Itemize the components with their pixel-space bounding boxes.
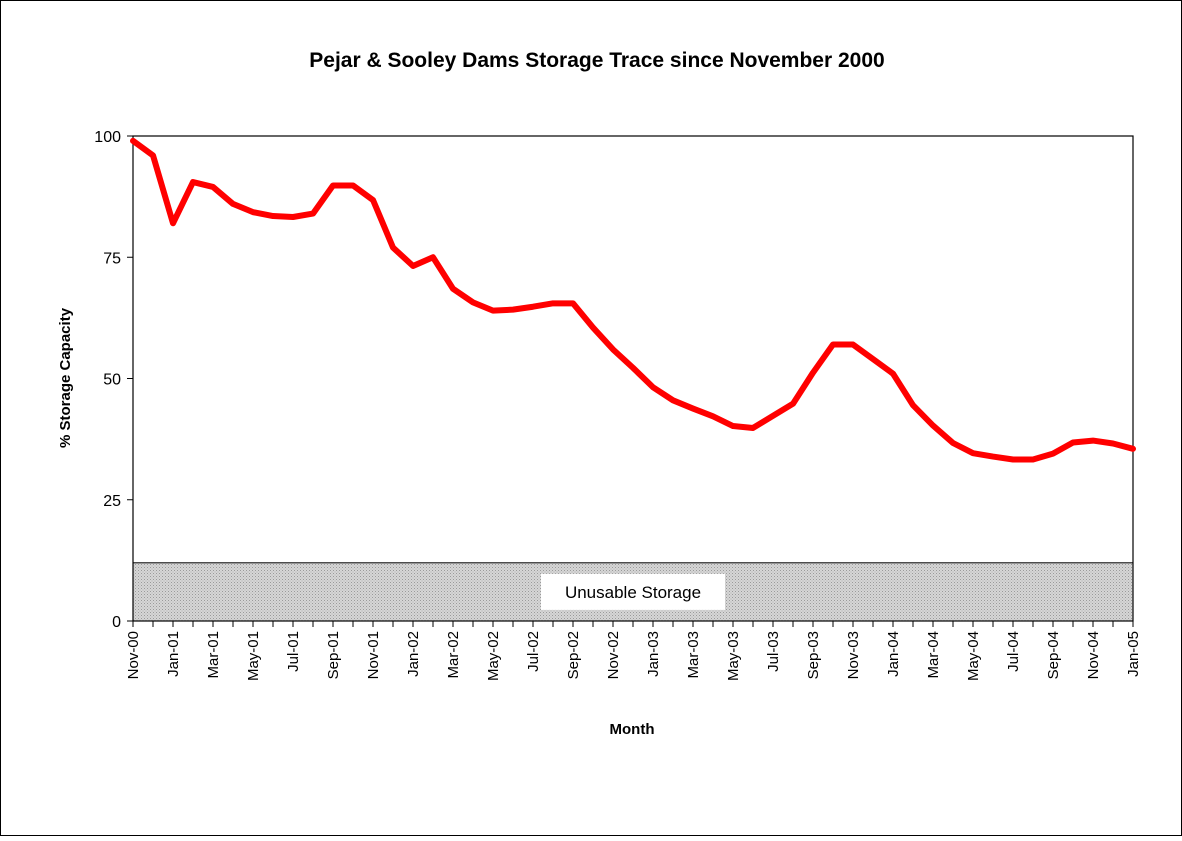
data-point	[1030, 456, 1036, 462]
x-tick-label: Jan-04	[885, 631, 902, 677]
data-point	[450, 286, 456, 292]
x-tick-label: Mar-03	[685, 631, 702, 679]
data-point	[410, 263, 416, 269]
x-tick-label: Jan-01	[165, 631, 182, 677]
data-point	[1090, 438, 1096, 444]
data-point	[810, 370, 816, 376]
x-tick-label: Sep-01	[325, 631, 342, 679]
data-point	[430, 254, 436, 260]
data-point	[610, 346, 616, 352]
data-point	[1070, 440, 1076, 446]
x-tick-label: Sep-03	[805, 631, 822, 679]
x-tick-label: Nov-02	[605, 631, 622, 679]
data-point	[1130, 446, 1136, 452]
data-point	[990, 454, 996, 460]
x-tick-label: Jul-03	[765, 631, 782, 672]
y-tick-label: 0	[112, 614, 121, 631]
data-point	[270, 213, 276, 219]
data-point	[710, 413, 716, 419]
data-point	[570, 300, 576, 306]
x-tick-label: Sep-02	[565, 631, 582, 679]
data-point	[890, 371, 896, 377]
data-point	[930, 423, 936, 429]
x-tick-label: Jul-01	[285, 631, 302, 672]
y-axis-label: % Storage Capacity	[57, 307, 74, 448]
data-point	[550, 300, 556, 306]
data-point	[850, 342, 856, 348]
x-tick-label: Mar-04	[925, 631, 942, 679]
x-tick-label: Sep-04	[1045, 631, 1062, 679]
data-point	[250, 209, 256, 215]
data-point	[970, 450, 976, 456]
x-tick-label: Nov-01	[365, 631, 382, 679]
x-tick-label: Jul-02	[525, 631, 542, 672]
data-point	[790, 401, 796, 407]
x-tick-label: Jan-02	[405, 631, 422, 677]
x-tick-label: May-01	[245, 631, 262, 681]
band-label: Unusable Storage	[565, 583, 701, 602]
x-tick-label: May-03	[725, 631, 742, 681]
y-tick-label: 100	[94, 129, 121, 146]
data-point	[310, 211, 316, 217]
x-tick-label: Mar-01	[205, 631, 222, 679]
data-point	[210, 184, 216, 190]
data-point	[330, 182, 336, 188]
plot-area	[133, 136, 1133, 621]
data-point	[910, 402, 916, 408]
data-point	[130, 138, 136, 144]
data-point	[230, 201, 236, 207]
y-tick-label: 50	[103, 372, 121, 389]
data-point	[630, 365, 636, 371]
data-point	[510, 307, 516, 313]
data-point	[870, 356, 876, 362]
data-point	[370, 197, 376, 203]
data-point	[530, 304, 536, 310]
x-tick-label: May-02	[485, 631, 502, 681]
data-point	[170, 220, 176, 226]
x-tick-label: Mar-02	[445, 631, 462, 679]
data-point	[1110, 440, 1116, 446]
x-tick-label: Jan-03	[645, 631, 662, 677]
data-point	[830, 342, 836, 348]
data-point	[690, 406, 696, 412]
x-axis-label: Month	[610, 721, 655, 738]
data-point	[650, 384, 656, 390]
data-point	[730, 423, 736, 429]
data-point	[150, 152, 156, 158]
x-tick-label: May-04	[965, 631, 982, 681]
data-point	[470, 299, 476, 305]
data-point	[490, 308, 496, 314]
data-point	[350, 182, 356, 188]
x-tick-label: Nov-00	[125, 631, 142, 679]
x-tick-label: Nov-04	[1085, 631, 1102, 679]
x-tick-label: Jan-05	[1125, 631, 1142, 677]
data-point	[950, 440, 956, 446]
data-point	[290, 214, 296, 220]
data-point	[750, 425, 756, 431]
data-point	[590, 325, 596, 331]
data-point	[1010, 456, 1016, 462]
y-tick-label: 75	[103, 250, 121, 267]
data-point	[390, 245, 396, 251]
data-point	[670, 397, 676, 403]
y-tick-label: 25	[103, 493, 121, 510]
band-label-box	[541, 573, 725, 610]
x-tick-label: Nov-03	[845, 631, 862, 679]
chart-title: Pejar & Sooley Dams Storage Trace since …	[309, 49, 884, 72]
x-tick-label: Jul-04	[1005, 631, 1022, 672]
data-point	[770, 413, 776, 419]
data-point	[1050, 451, 1056, 457]
data-point	[190, 179, 196, 185]
